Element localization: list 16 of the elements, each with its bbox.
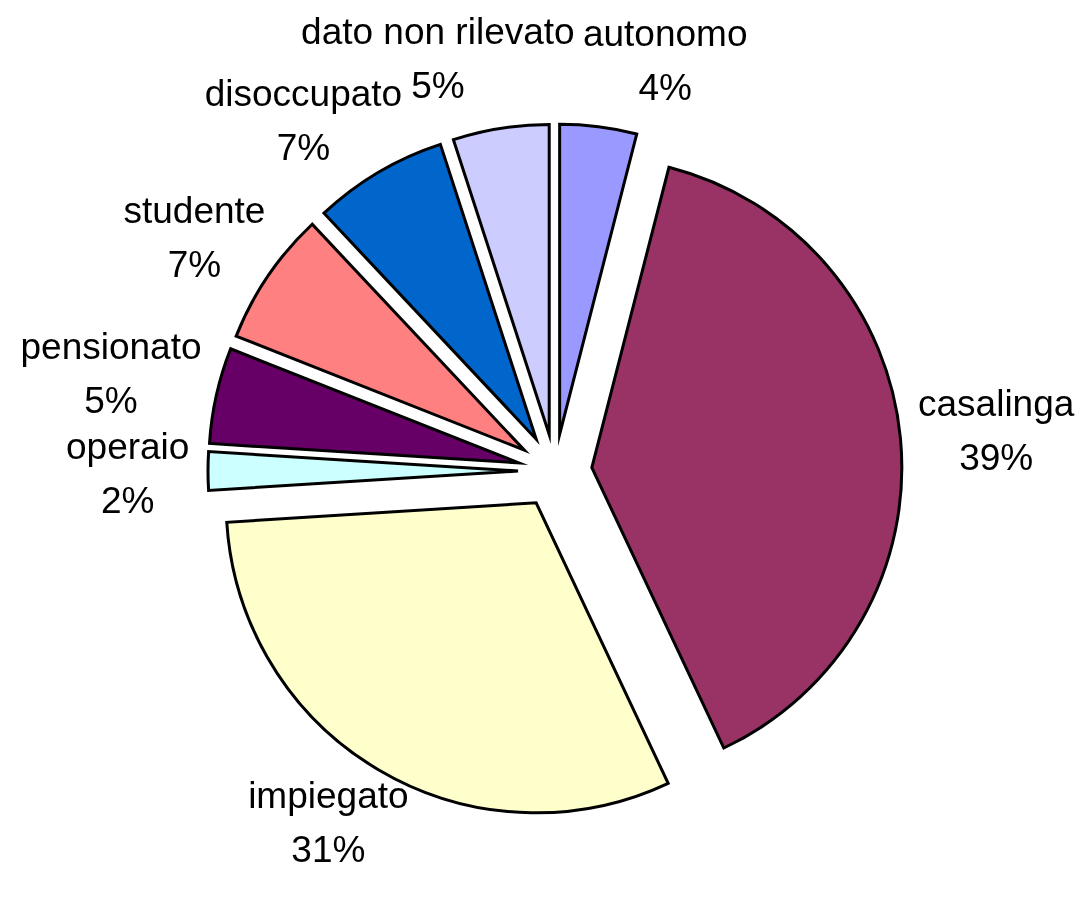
slice-label: pensionato	[20, 326, 202, 368]
data-label: 5%	[411, 65, 465, 107]
data-label: 7%	[276, 127, 331, 169]
slice-label: dato non rilevato	[301, 11, 575, 53]
data-label: 39%	[959, 436, 1034, 478]
slice-label: impiegato	[248, 774, 409, 816]
data-label: 7%	[167, 244, 222, 286]
slice-label: autonomo	[582, 13, 748, 55]
slice-label: disoccupato	[204, 73, 403, 115]
slice-label: casalinga	[918, 382, 1075, 424]
data-label: 5%	[84, 380, 138, 422]
slice-label: operaio	[65, 426, 190, 468]
data-label: 4%	[638, 67, 692, 109]
data-label: 31%	[291, 828, 366, 870]
data-label: 2%	[100, 480, 155, 522]
slice-label: studente	[123, 190, 266, 232]
